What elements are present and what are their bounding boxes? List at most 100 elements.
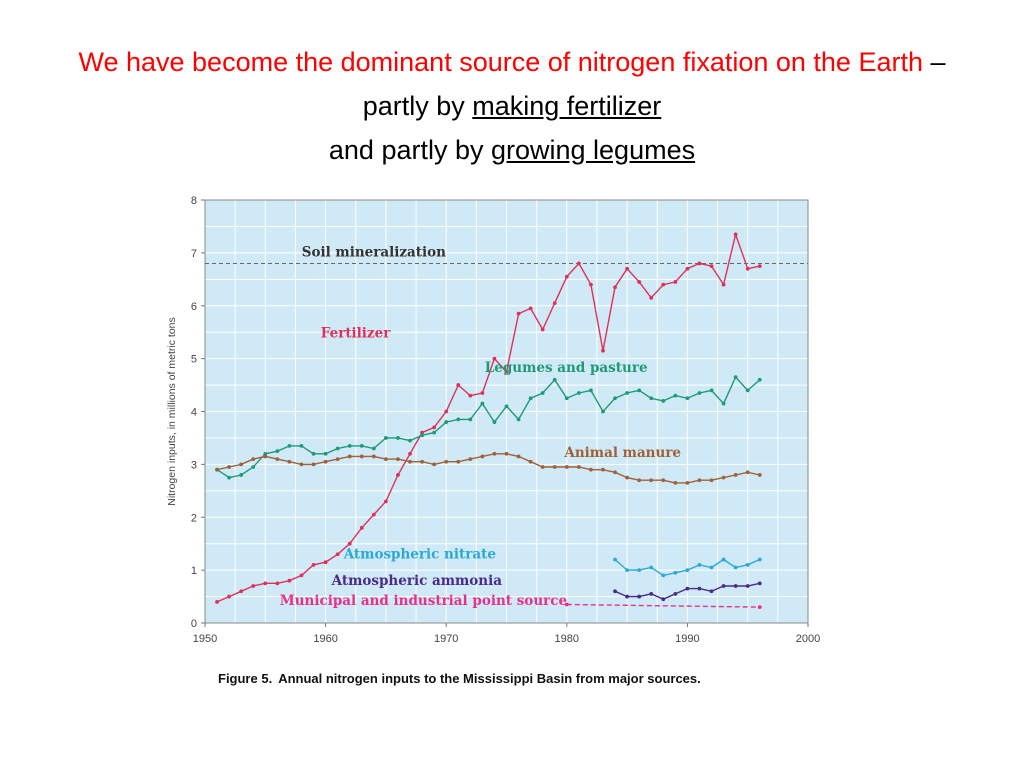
atmospheric-ammonia-point — [625, 594, 629, 599]
animal-manure-point — [359, 454, 364, 459]
atmospheric-nitrate-point — [673, 570, 678, 575]
legumes-and-pasture-point — [251, 465, 256, 469]
animal-manure-point — [613, 470, 617, 475]
y-tick-label: 3 — [191, 459, 197, 471]
animal-manure-point — [323, 459, 328, 464]
animal-manure-point — [227, 465, 232, 469]
legumes-and-pasture-point — [552, 377, 557, 382]
animal-manure-point — [721, 475, 726, 480]
animal-manure-point — [396, 457, 400, 461]
fertilizer-point — [468, 393, 473, 398]
animal-manure-point — [504, 451, 509, 456]
animal-manure-label: Animal manure — [563, 445, 681, 461]
municipal-point-source-line — [566, 603, 760, 608]
legumes-and-pasture-point — [685, 396, 690, 401]
legumes-and-pasture-point — [384, 436, 388, 440]
atmospheric-ammonia-point — [613, 589, 617, 594]
fertilizer-point — [275, 581, 280, 586]
x-tick-label: 1980 — [555, 633, 579, 645]
legumes-and-pasture-point — [408, 438, 412, 443]
y-tick-label: 7 — [191, 248, 197, 260]
legumes-and-pasture-point — [589, 388, 593, 393]
figure-caption: Figure 5. Annual nitrogen inputs to the M… — [218, 670, 718, 688]
animal-manure-point — [601, 467, 605, 472]
atmospheric-ammonia-label: Atmospheric ammonia — [331, 573, 503, 589]
fertilizer-point — [396, 473, 400, 477]
figure-label: Figure 5. — [218, 671, 273, 686]
fertilizer-point — [432, 425, 437, 430]
animal-manure-point — [311, 462, 316, 467]
legumes-and-pasture-point — [311, 451, 316, 456]
y-tick-label: 2 — [191, 512, 197, 524]
atmospheric-nitrate-point — [637, 568, 642, 573]
legumes-and-pasture-point — [661, 399, 666, 403]
fertilizer-point — [287, 578, 292, 583]
fertilizer-point — [480, 391, 485, 395]
legumes-and-pasture-point — [335, 446, 340, 451]
animal-manure-point — [420, 459, 424, 464]
fertilizer-line — [216, 231, 760, 603]
animal-manure-point — [492, 451, 497, 456]
y-tick-label: 0 — [191, 618, 197, 630]
animal-manure-point — [709, 478, 714, 483]
fertilizer-point — [613, 285, 617, 290]
atmospheric-ammonia-point — [709, 589, 714, 594]
fertilizer-point — [576, 261, 581, 266]
animal-manure-point — [516, 454, 521, 459]
legumes-and-pasture-point — [757, 377, 762, 382]
x-tick-label: 1950 — [193, 633, 217, 645]
fertilizer-point — [311, 562, 316, 567]
atmospheric-ammonia-point — [649, 592, 654, 596]
fertilizer-point — [263, 581, 268, 586]
legumes-and-pasture-point — [239, 473, 244, 477]
y-tick-label: 4 — [191, 407, 197, 419]
atmospheric-ammonia-point — [757, 581, 762, 586]
atmospheric-ammonia-point — [745, 584, 750, 588]
animal-manure-point — [432, 462, 437, 467]
fertilizer-point — [721, 282, 726, 287]
fertilizer-point — [371, 512, 376, 517]
legumes-and-pasture-point — [299, 443, 304, 448]
fertilizer-point — [745, 266, 750, 271]
legumes-and-pasture-point — [649, 396, 654, 401]
atmospheric-ammonia-point — [673, 592, 678, 596]
fertilizer-point — [215, 599, 219, 604]
title-link-making-fertilizer: making fertilizer — [472, 91, 662, 121]
legumes-and-pasture-point — [492, 420, 497, 424]
animal-manure-point — [673, 480, 678, 485]
title-dash-text: – partly by — [362, 47, 946, 121]
animal-manure-point — [661, 478, 666, 483]
atmospheric-nitrate-point — [757, 557, 762, 562]
legumes-and-pasture-point — [637, 388, 642, 393]
legumes-and-pasture-label: Legumes and pasture — [485, 360, 648, 376]
legumes-and-pasture-point — [347, 443, 352, 448]
legumes-and-pasture-point — [323, 451, 328, 456]
atmospheric-nitrate-point — [709, 565, 714, 570]
fertilizer-point — [323, 560, 328, 565]
fertilizer-point — [637, 280, 642, 284]
title-red-text: We have become the dominant source of ni… — [78, 47, 923, 77]
legumes-and-pasture-line — [216, 375, 761, 479]
atmospheric-nitrate-point — [649, 565, 654, 570]
legumes-and-pasture-point — [528, 396, 533, 401]
fertilizer-point — [733, 232, 738, 237]
fertilizer-point — [649, 295, 654, 300]
legumes-and-pasture-point — [504, 404, 509, 409]
fertilizer-point — [239, 589, 244, 594]
animal-manure-point — [347, 454, 352, 459]
animal-manure-point — [552, 465, 557, 469]
fertilizer-point — [444, 409, 449, 414]
fertilizer-point — [335, 552, 340, 557]
y-axis-label: Nitrogen inputs, in millions of metric t… — [166, 317, 178, 506]
legumes-and-pasture-point — [613, 396, 617, 401]
fertilizer-point — [299, 573, 304, 578]
fertilizer-point — [685, 266, 690, 271]
fertilizer-point — [227, 594, 232, 599]
animal-manure-point — [456, 459, 461, 464]
fertilizer-point — [347, 541, 352, 546]
animal-manure-point — [528, 459, 533, 464]
legumes-and-pasture-point — [444, 420, 449, 424]
animal-manure-point — [287, 459, 292, 464]
fertilizer-point — [516, 311, 521, 316]
legumes-and-pasture-series — [215, 375, 762, 480]
